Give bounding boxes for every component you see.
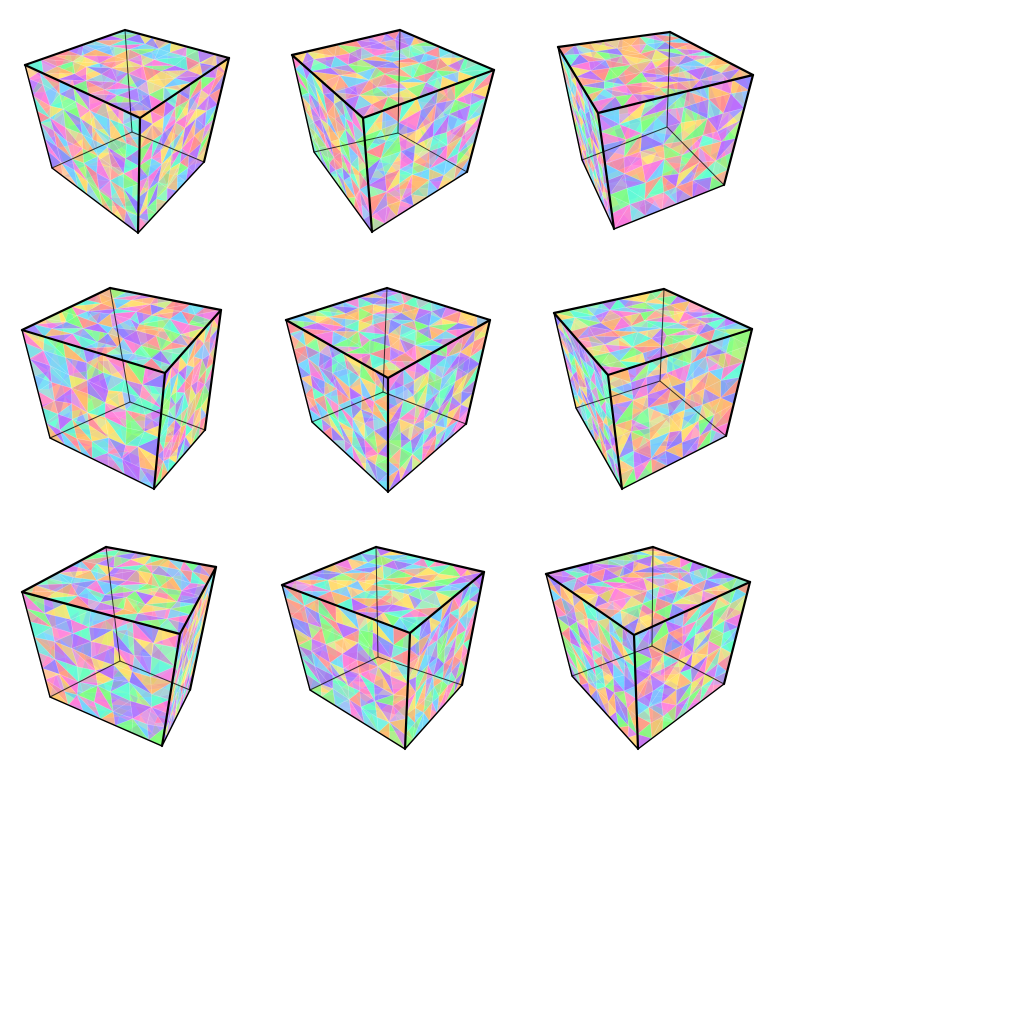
face-tile [124,33,146,45]
face-tile [138,189,149,218]
face-tile [105,101,124,125]
face-tile [99,59,128,69]
face-tile [201,118,215,144]
face-tile [83,162,100,192]
face-tile [44,138,62,163]
face-tile [53,130,73,159]
face-tile [125,143,140,160]
face-tile [156,181,168,200]
face-tile [208,71,226,96]
face-tile [86,66,113,75]
outline-edge [51,167,139,234]
hidden-edge [131,131,205,163]
visible-edge [23,63,142,120]
face-tile [147,164,162,190]
face-tile [49,108,66,128]
face-tile [87,89,118,96]
face-tile [127,54,144,67]
face-tile [181,135,195,155]
visible-edge [23,28,127,67]
face-tile [94,39,126,47]
outline-edge [24,64,53,169]
face-tile [109,118,128,145]
face-tile [113,49,130,61]
face-tile [171,128,186,156]
face-tile [83,44,110,50]
face-tile [89,101,110,120]
visible-edge [136,116,142,235]
outline-edge [137,161,205,234]
face-tile [116,87,140,103]
cube-faces [291,29,495,233]
cube-edges [23,28,231,235]
face-tile [99,55,128,64]
face-tile [152,117,164,135]
face-tile [138,140,154,167]
face-tile [151,150,163,165]
face-tile [42,84,60,107]
face-tile [199,54,218,67]
face-tile [49,117,67,142]
face-tile [160,122,176,151]
face-tile [99,190,113,214]
face-tile [81,133,99,157]
face-tile [215,64,227,79]
face-tile [151,133,163,159]
visible-edge [123,28,231,60]
face-tile [64,127,83,150]
face-tile [160,142,172,165]
face-tile [161,70,189,79]
face-tile [81,55,115,64]
hidden-edge [51,131,133,169]
hidden-edge [124,29,133,133]
visible-edge [138,56,231,120]
face-tile [163,100,176,118]
cube-faces [24,29,230,234]
face-tile [174,99,190,124]
visible-edge [202,56,231,164]
face-tile [143,65,175,72]
face-tile [123,124,141,150]
face-tile [124,101,153,112]
